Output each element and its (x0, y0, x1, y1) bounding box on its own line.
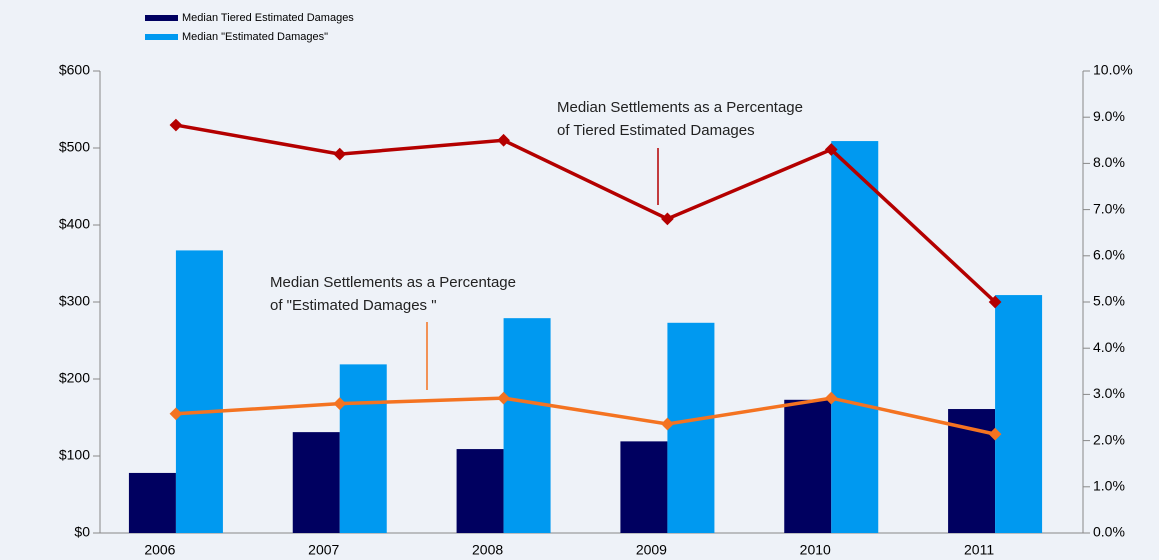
y-tick-label: $500 (59, 139, 90, 155)
y-tick-label: $300 (59, 293, 90, 309)
legend-text: Median Tiered Estimated Damages (182, 12, 354, 24)
y2-tick-label: 2.0% (1093, 431, 1125, 447)
line-series (175, 396, 996, 436)
y2-tick-label: 6.0% (1093, 247, 1125, 263)
bar (831, 141, 879, 533)
line-marker (169, 118, 183, 132)
y-tick-label: $100 (59, 447, 90, 463)
bar (128, 472, 176, 533)
bar (995, 295, 1043, 533)
y-tick-label: $200 (59, 370, 90, 386)
x-tick-label: 2008 (472, 542, 503, 558)
x-tick-label: 2010 (800, 542, 831, 558)
bar (339, 364, 387, 533)
y2-tick-label: 9.0% (1093, 108, 1125, 124)
bar (667, 322, 715, 533)
annotation-text: of Tiered Estimated Damages (557, 122, 755, 139)
line-marker (497, 391, 510, 405)
y-tick-label: $400 (59, 216, 90, 232)
line-marker (169, 407, 183, 421)
bar (784, 399, 832, 533)
bar (620, 441, 668, 533)
annotation-text: Median Settlements as a Percentage (557, 99, 803, 116)
y2-tick-label: 7.0% (1093, 200, 1125, 216)
x-tick-label: 2006 (144, 542, 175, 558)
legend-text: Median "Estimated Damages" (182, 31, 328, 43)
bar (456, 449, 504, 533)
legend-swatch (145, 15, 178, 21)
x-tick-label: 2007 (308, 542, 339, 558)
y2-tick-label: 1.0% (1093, 478, 1125, 494)
y-tick-label: $0 (74, 524, 90, 540)
annotation-text: Median Settlements as a Percentage (270, 274, 516, 291)
x-tick-label: 2011 (964, 542, 994, 558)
y2-tick-label: 10.0% (1093, 62, 1133, 78)
bar (292, 432, 340, 533)
y2-tick-label: 8.0% (1093, 154, 1125, 170)
y2-tick-label: 0.0% (1093, 524, 1125, 540)
line-series (175, 123, 997, 304)
bar (503, 318, 551, 533)
x-tick-label: 2009 (636, 542, 667, 558)
y2-tick-label: 4.0% (1093, 339, 1125, 355)
line-marker (661, 212, 674, 226)
line-marker (497, 133, 510, 147)
y2-tick-label: 3.0% (1093, 385, 1125, 401)
line-marker (333, 147, 347, 161)
y-tick-label: $600 (59, 62, 90, 78)
legend-swatch (145, 34, 178, 40)
annotation-text: of "Estimated Damages " (270, 297, 437, 314)
bar (175, 250, 223, 533)
y2-tick-label: 5.0% (1093, 293, 1125, 309)
line-marker (333, 397, 347, 411)
